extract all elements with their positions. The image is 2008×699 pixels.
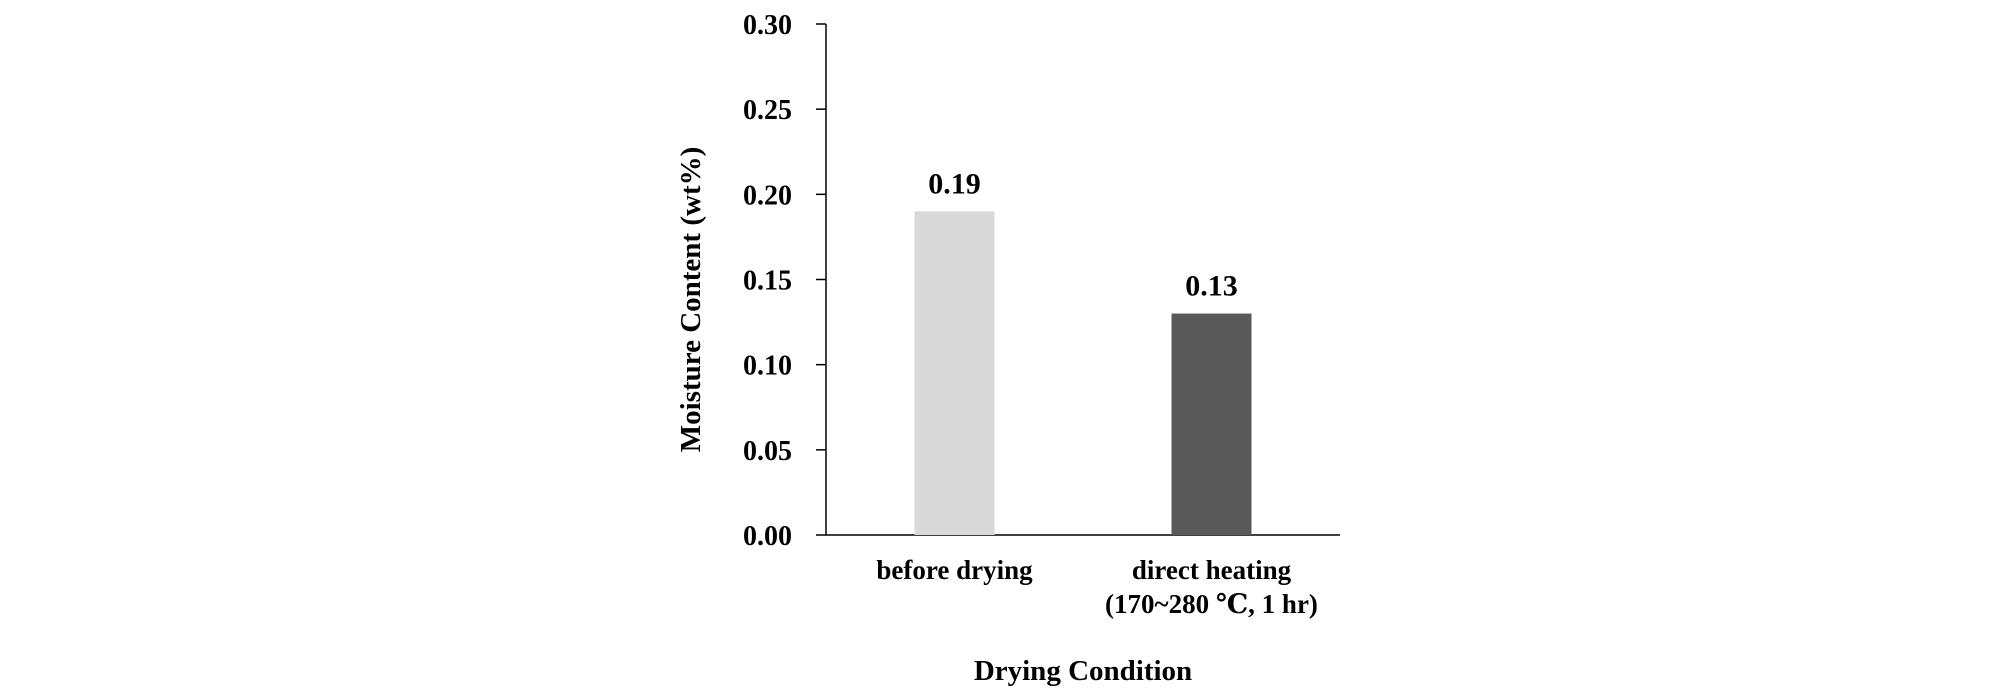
y-axis-title: Moisture Content (wt%) bbox=[675, 147, 707, 453]
y-axis: 0.00 0.05 0.10 0.15 0.20 0.25 0.30 bbox=[743, 10, 827, 552]
x-axis-title: Drying Condition bbox=[974, 655, 1192, 687]
data-label: 0.13 bbox=[1185, 270, 1238, 303]
y-tick-label: 0.10 bbox=[743, 351, 792, 382]
y-tick-label: 0.25 bbox=[743, 95, 792, 126]
y-tick-label: 0.20 bbox=[743, 180, 792, 211]
bars bbox=[914, 211, 1252, 535]
y-tick-label: 0.05 bbox=[743, 436, 792, 467]
y-tick-label: 0.00 bbox=[743, 521, 792, 552]
y-tick-label: 0.15 bbox=[743, 266, 792, 297]
data-label: 0.19 bbox=[928, 167, 981, 200]
data-labels: 0.19 0.13 bbox=[928, 167, 1238, 302]
bar bbox=[914, 211, 995, 535]
y-tick-label: 0.30 bbox=[743, 10, 792, 41]
category-labels: before drying direct heating (170~280 ℃, 1… bbox=[876, 555, 1318, 619]
bar bbox=[1171, 313, 1252, 535]
category-label: direct heating (170~280 ℃, 1 hr) bbox=[1105, 555, 1318, 619]
category-label: before drying bbox=[876, 555, 1033, 585]
